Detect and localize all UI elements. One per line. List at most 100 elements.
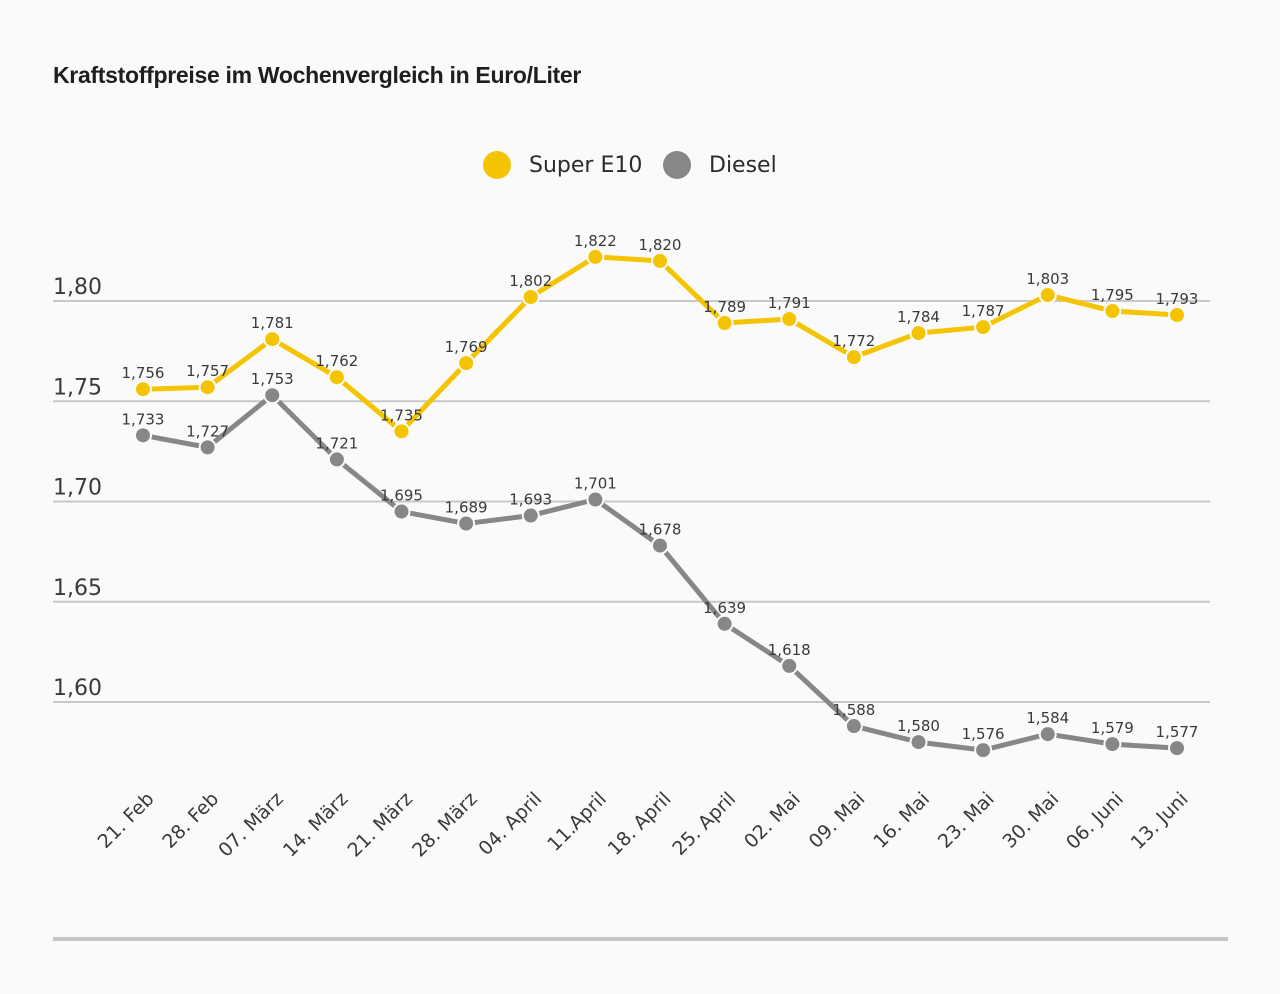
data-point[interactable] [134, 380, 152, 399]
data-point[interactable] [134, 426, 152, 445]
data-point[interactable] [974, 318, 993, 337]
x-tick-label: 30. Mai [999, 788, 1064, 853]
data-point[interactable] [198, 438, 217, 457]
series-super-e10 [134, 247, 1186, 441]
data-point[interactable] [263, 386, 282, 405]
data-point[interactable] [263, 330, 282, 349]
data-point[interactable] [392, 502, 411, 521]
data-label: 1,791 [768, 294, 811, 312]
data-point[interactable] [1168, 739, 1186, 758]
data-label: 1,721 [315, 434, 358, 452]
data-point[interactable] [1038, 725, 1057, 744]
data-label: 1,784 [897, 308, 940, 326]
data-label: 1,580 [897, 717, 940, 735]
data-label: 1,802 [509, 272, 552, 290]
data-point[interactable] [327, 368, 346, 387]
data-label: 1,757 [186, 362, 229, 380]
data-point[interactable] [651, 251, 669, 270]
data-label: 1,579 [1091, 719, 1134, 737]
data-label: 1,753 [251, 370, 294, 388]
data-point[interactable] [1168, 306, 1186, 325]
data-label: 1,693 [509, 491, 552, 509]
x-tick-label: 21. März [343, 788, 417, 862]
x-tick-label: 07. März [214, 788, 288, 862]
data-point[interactable] [780, 656, 799, 675]
y-tick-label: 1,80 [53, 275, 102, 300]
data-label: 1,822 [574, 232, 617, 250]
data-label: 1,576 [962, 725, 1005, 743]
y-tick-label: 1,70 [53, 476, 102, 501]
y-tick-label: 1,65 [53, 576, 102, 601]
data-point[interactable] [780, 310, 799, 329]
legend: Super E10 Diesel [0, 151, 1280, 187]
x-tick-label: 11.April [543, 788, 611, 856]
data-point[interactable] [457, 514, 476, 533]
data-label: 1,689 [445, 499, 488, 517]
data-label: 1,639 [703, 599, 746, 617]
data-point[interactable] [715, 614, 734, 633]
x-tick-label: 25. April [668, 788, 740, 860]
data-point[interactable] [715, 314, 734, 333]
legend-marker-diesel [663, 151, 691, 179]
data-point[interactable] [457, 354, 476, 373]
data-point[interactable] [651, 536, 669, 555]
data-labels: 1,733 1,727 1,753 1,721 1,695 1,689 1,693 1,701… [122, 232, 1199, 743]
data-point[interactable] [1103, 735, 1122, 754]
legend-label-super-e10: Super E10 [529, 152, 643, 178]
data-label: 1,793 [1156, 290, 1199, 308]
x-tick-label: 02. Mai [740, 788, 805, 853]
data-point[interactable] [521, 287, 540, 306]
legend-marker-super-e10 [483, 151, 511, 179]
data-label: 1,618 [768, 641, 811, 659]
series-diesel [134, 386, 1186, 760]
data-point[interactable] [198, 378, 217, 397]
legend-item-super-e10[interactable]: Super E10 [483, 151, 642, 179]
x-tick-label: 18. April [604, 788, 676, 860]
data-point[interactable] [844, 717, 863, 736]
x-tick-label: 16. Mai [869, 788, 934, 853]
gridlines [53, 300, 1210, 703]
data-point[interactable] [909, 324, 928, 343]
y-tick-label: 1,75 [53, 375, 102, 400]
data-label: 1,803 [1026, 270, 1069, 288]
data-point[interactable] [586, 247, 605, 266]
data-label: 1,769 [445, 338, 488, 356]
data-label: 1,584 [1026, 709, 1069, 727]
x-tick-label: 06. Juni [1062, 788, 1128, 854]
data-point[interactable] [974, 741, 993, 760]
x-tick-label: 09. Mai [805, 788, 870, 853]
data-label: 1,762 [315, 352, 358, 370]
data-point[interactable] [521, 506, 540, 525]
series [134, 247, 1186, 760]
x-tick-label: 13. Juni [1127, 788, 1193, 854]
data-label: 1,735 [380, 406, 423, 424]
y-tick-label: 1,60 [53, 676, 102, 701]
x-tick-label: 04. April [474, 788, 546, 860]
data-point[interactable] [1038, 285, 1057, 304]
data-label: 1,756 [122, 364, 165, 382]
x-tick-label: 14. März [279, 788, 353, 862]
series-line [142, 392, 1178, 753]
data-point[interactable] [909, 733, 928, 752]
data-point[interactable] [327, 450, 346, 469]
data-label: 1,820 [639, 236, 682, 254]
data-label: 1,678 [639, 521, 682, 539]
data-point[interactable] [1103, 302, 1122, 321]
data-point[interactable] [392, 422, 411, 441]
series-line [142, 254, 1178, 434]
x-tick-label: 23. Mai [934, 788, 999, 853]
footer-divider [53, 937, 1228, 941]
legend-label-diesel: Diesel [709, 152, 777, 178]
data-label: 1,695 [380, 487, 423, 505]
data-label: 1,588 [832, 701, 875, 719]
chart-title: Kraftstoffpreise im Wochenvergleich in E… [53, 62, 582, 88]
legend-item-diesel[interactable]: Diesel [663, 151, 777, 179]
x-tick-label: 28. März [408, 788, 482, 862]
data-label: 1,733 [122, 410, 165, 428]
data-point[interactable] [844, 348, 863, 367]
y-axis-ticks: 1,80 1,75 1,70 1,65 1,60 [53, 275, 102, 701]
data-label: 1,787 [962, 302, 1005, 320]
x-tick-label: 28. Feb [158, 788, 223, 853]
data-point[interactable] [586, 490, 605, 509]
